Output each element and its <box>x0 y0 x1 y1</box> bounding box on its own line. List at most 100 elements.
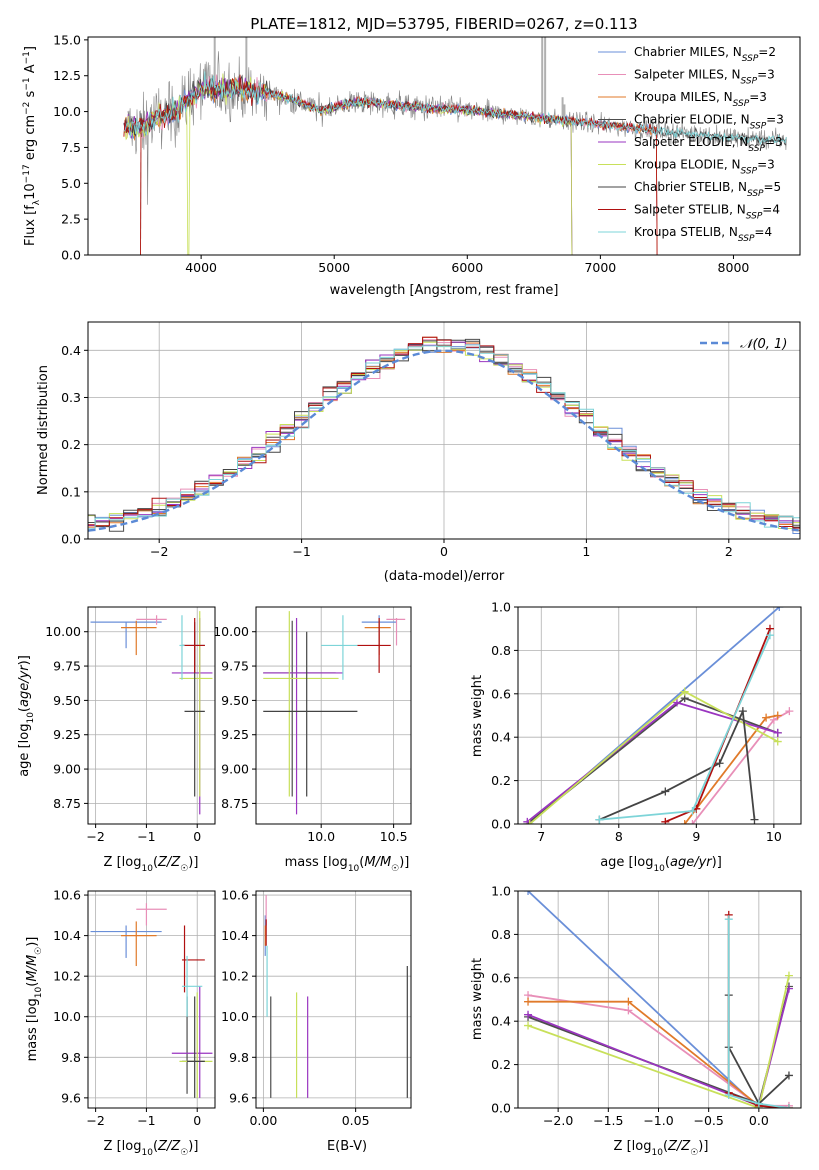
residual-panel: −2 −1 0 1 2 0.0 0.1 0.2 0.3 0.4 <box>61 321 801 559</box>
x-tick-label: 7000 <box>584 260 616 275</box>
axes-frame <box>517 606 802 825</box>
y-tick-label: 10.4 <box>221 928 249 943</box>
residual-x-label: (data-model)/error <box>384 569 505 584</box>
x-tick-label: −1.5 <box>593 1113 623 1128</box>
normal-curve <box>88 349 800 532</box>
x-axis-label: E(B-V) <box>327 1139 367 1154</box>
legend-entry: Chabrier STELIB, NSSP=5 <box>634 180 781 199</box>
y-tick-label: 9.25 <box>53 727 81 742</box>
x-tick-label: 0 <box>440 544 448 559</box>
weight-marker <box>784 971 793 980</box>
weight-marker <box>680 820 689 824</box>
legend-entry: Kroupa ELODIE, NSSP=3 <box>634 158 775 177</box>
x-tick-label: 0.00 <box>249 1113 277 1128</box>
x-tick-label: 10.0 <box>307 829 335 844</box>
weight-marker <box>773 728 782 737</box>
weight-marker <box>680 687 689 696</box>
weight-marker <box>785 707 794 716</box>
axes-frame <box>255 606 412 825</box>
weight-marker <box>754 1099 763 1108</box>
weight-marker <box>773 711 782 720</box>
x-tick-label: 6000 <box>451 260 483 275</box>
axes-frame <box>87 36 801 256</box>
y-tick-label: 9.75 <box>53 659 81 674</box>
plot-area <box>264 895 408 1098</box>
x-tick-label: −1.0 <box>643 1113 673 1128</box>
x-tick-label: 1 <box>582 544 590 559</box>
x-tick-label: −1 <box>137 829 155 844</box>
y-axis-label: Normed distribution <box>36 365 51 495</box>
x-tick-label: 7 <box>537 829 545 844</box>
y-tick-label: 9.25 <box>221 727 249 742</box>
y-tick-label: 2.5 <box>61 212 81 227</box>
plot-area <box>263 611 406 815</box>
weight-marker <box>595 815 604 824</box>
weight-marker <box>773 737 782 746</box>
x-tick-label: 4000 <box>185 260 217 275</box>
legend-entry: Chabrier ELODIE, NSSP=3 <box>634 113 784 132</box>
weight-line <box>527 975 790 1108</box>
legend-entry: Salpeter ELODIE, NSSP=3 <box>634 135 783 154</box>
x-tick-label: 10.5 <box>380 829 408 844</box>
weight-marker <box>688 820 697 824</box>
y-axis-label: mass weight <box>470 675 485 757</box>
y-tick-label: 0.4 <box>61 343 81 358</box>
model-spectrum <box>123 74 658 255</box>
y-tick-label: 1.0 <box>491 884 511 899</box>
y-tick-label: 0.2 <box>61 437 81 452</box>
weight-marker <box>784 1071 793 1080</box>
y-tick-label: 0.0 <box>61 248 81 263</box>
y-tick-label: 0.6 <box>491 686 511 701</box>
x-tick-label: 5000 <box>318 260 350 275</box>
spectrum-x-label: wavelength [Angstrom, rest frame] <box>330 283 559 298</box>
weight-marker <box>724 915 733 924</box>
plot-area <box>88 336 800 534</box>
x-axis-label: Z [log10(Z/Z☉)] <box>104 1139 199 1158</box>
y-tick-label: 7.5 <box>61 140 81 155</box>
spectrum-title: PLATE=1812, MJD=53795, FIBERID=0267, z=0… <box>250 15 637 33</box>
weight-marker <box>715 759 724 768</box>
axes-frame <box>517 890 802 1109</box>
y-tick-label: 10.2 <box>221 969 249 984</box>
legend-entry: 𝒩(0, 1) <box>740 337 787 352</box>
weight-marker <box>661 787 670 796</box>
x-tick-label: −1 <box>137 1113 155 1128</box>
weight-marker <box>661 817 670 824</box>
y-tick-label: 5.0 <box>61 176 81 191</box>
y-tick-label: 10.0 <box>53 1009 81 1024</box>
weight-marker <box>525 820 534 824</box>
x-axis-label: Z [log10(Z/Z☉)] <box>614 1139 709 1158</box>
x-tick-label: −0.5 <box>693 1113 723 1128</box>
y-tick-label: 9.00 <box>221 762 249 777</box>
y-tick-label: 0.0 <box>491 1101 511 1116</box>
x-tick-label: −2.0 <box>543 1113 573 1128</box>
spectrum-panel: 4000 5000 6000 7000 8000 0.0 2.5 5.0 7.5 10.0 12.5… <box>53 32 801 275</box>
y-tick-label: 0.6 <box>491 970 511 985</box>
y-tick-label: 0.0 <box>491 817 511 832</box>
y-tick-label: 1.0 <box>491 600 511 615</box>
x-tick-label: −2 <box>86 829 104 844</box>
x-tick-label: 0.05 <box>342 1113 370 1128</box>
weight-marker <box>672 698 681 707</box>
y-tick-label: 9.50 <box>53 693 81 708</box>
axes-frame <box>87 890 216 1109</box>
axes-frame <box>87 606 216 825</box>
x-axis-label: mass [log10(M/M☉)] <box>285 855 410 874</box>
y-tick-label: 9.8 <box>61 1050 81 1065</box>
y-tick-label: 10.4 <box>53 928 81 943</box>
observed-spectrum <box>127 43 787 205</box>
y-tick-label: 10.2 <box>53 969 81 984</box>
plot-area <box>90 903 213 1098</box>
age-vs-z-panel: −2 −1 0 8.75 9.00 9.25 9.50 9.75 10.00 <box>45 606 216 844</box>
plot-area <box>123 37 787 255</box>
weight-marker <box>765 631 774 640</box>
weight-marker <box>769 715 778 724</box>
weight-line <box>727 919 790 1108</box>
y-tick-label: 0.3 <box>61 390 81 405</box>
x-tick-label: 2 <box>725 544 733 559</box>
weight-line <box>599 707 756 821</box>
y-tick-label: 0.8 <box>491 643 511 658</box>
weight-marker <box>688 806 697 815</box>
y-axis-label: mass [log10(M/M☉)] <box>25 937 44 1062</box>
